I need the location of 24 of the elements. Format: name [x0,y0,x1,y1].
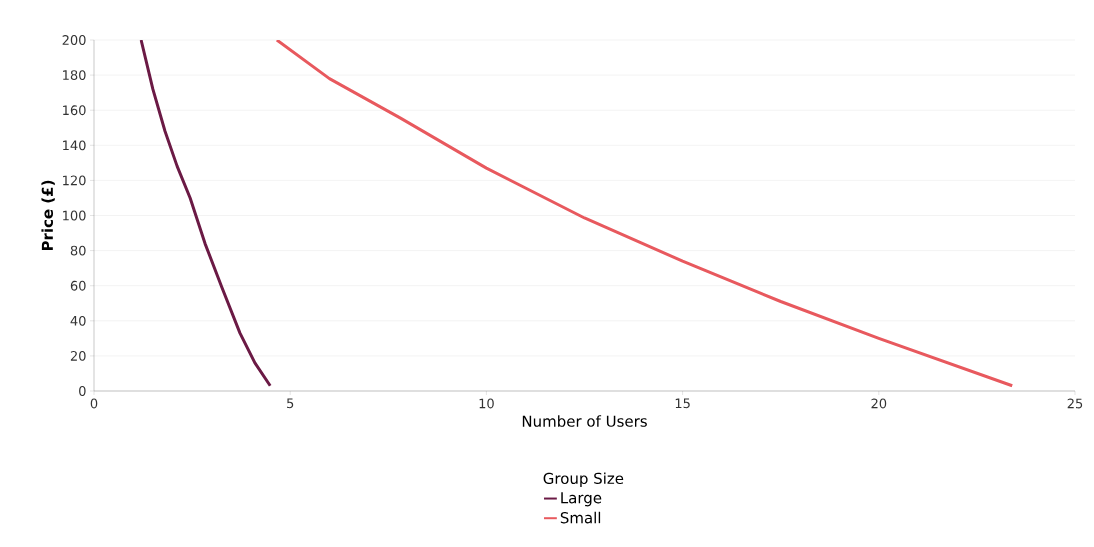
legend-label: Small [560,511,601,524]
line-series [275,40,1014,388]
y-axis-title: Price (£) [41,180,55,251]
x-tick-label: 0 [90,398,98,409]
x-tick-label: 10 [479,398,494,409]
y-tick-label: 80 [70,245,86,256]
x-tick-label: 5 [287,398,294,409]
y-tick-label: 140 [63,140,86,151]
y-tick-label: 40 [70,315,86,326]
y-tick-label: 160 [63,105,86,116]
x-tick-label: 15 [675,398,690,409]
x-tick-label: 25 [1067,398,1083,409]
line-series [139,40,272,388]
x-axis-title: Number of Users [522,415,647,427]
y-tick-label: 100 [63,210,86,221]
y-tick-label: 120 [63,175,86,186]
y-tick-label: 0 [79,386,86,396]
legend-title: Group Size [543,472,624,487]
y-tick-label: 200 [62,35,86,45]
x-tick-label: 20 [871,398,887,409]
y-tick-label: 60 [70,280,86,291]
legend-label: Large [561,492,602,507]
y-tick-label: 180 [63,70,86,81]
y-tick-label: 20 [70,350,86,361]
